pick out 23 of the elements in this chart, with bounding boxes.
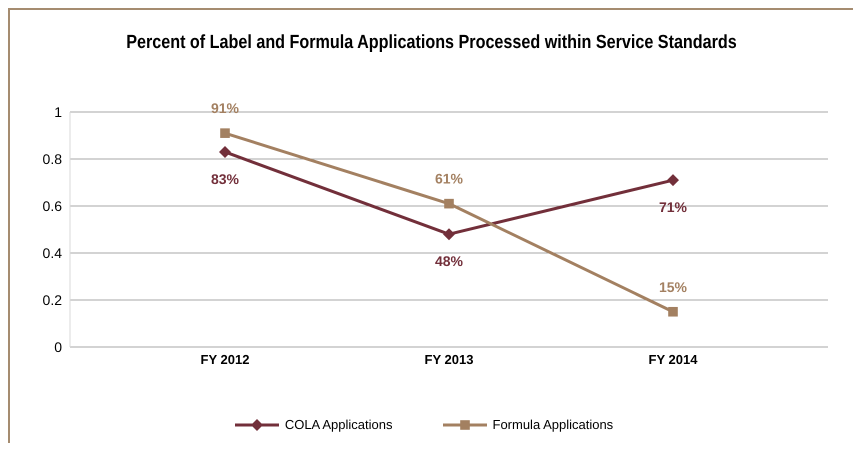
chart-title: Percent of Label and Formula Applications Processed within Service Standards xyxy=(125,32,738,55)
data-label: 83% xyxy=(210,170,240,187)
x-tick-label: FY 2014 xyxy=(648,352,698,368)
point xyxy=(668,306,678,317)
point xyxy=(219,146,231,158)
point xyxy=(444,198,454,208)
legend-label: Formula Applications xyxy=(492,417,614,432)
y-tick-label: 0.2 xyxy=(42,292,62,308)
data-label: 71% xyxy=(658,199,688,216)
x-tick-label: FY 2012 xyxy=(200,352,250,368)
point xyxy=(220,128,230,138)
data-label: 48% xyxy=(434,253,464,270)
y-tick-label: 0 xyxy=(54,338,62,355)
point xyxy=(443,228,455,240)
data-label: 15% xyxy=(658,278,688,295)
y-tick-label: 0.8 xyxy=(42,150,62,167)
legend-label: COLA Applications xyxy=(284,417,392,432)
point xyxy=(667,174,679,186)
y-tick-label: 0.6 xyxy=(42,198,62,214)
data-label: 61% xyxy=(434,170,464,187)
y-tick-label: 0.4 xyxy=(42,244,62,261)
y-tick-label: 1 xyxy=(54,104,62,120)
x-tick-label: FY 2013 xyxy=(424,352,474,368)
